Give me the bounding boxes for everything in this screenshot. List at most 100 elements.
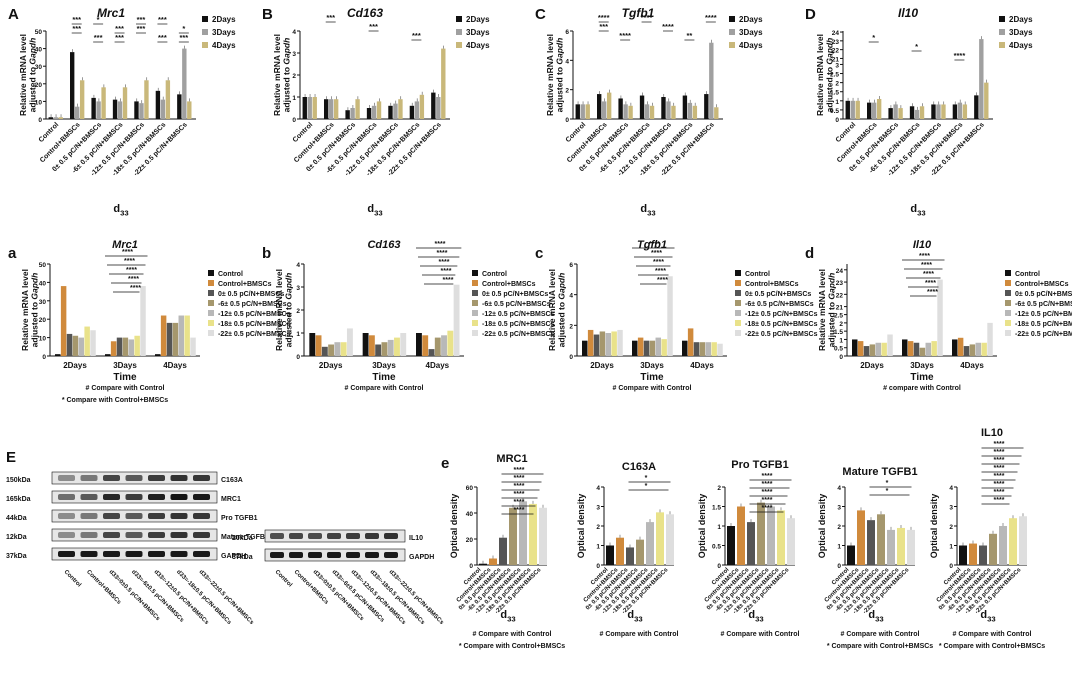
- bar-4days-3: [376, 101, 382, 119]
- bar-2days-3: [639, 95, 645, 119]
- lane-label: Control: [274, 569, 294, 589]
- bar-1-4: [655, 337, 662, 356]
- sig-mark: ****: [923, 271, 934, 278]
- panel-letter: b: [262, 245, 271, 262]
- y-axis-label: Optical density: [697, 494, 707, 559]
- y-axis-label-part: adjusted to: [827, 300, 837, 348]
- sig-mark: ****: [514, 491, 525, 498]
- sig-mark: *: [872, 33, 875, 42]
- bar-4days-3: [122, 87, 128, 119]
- sig-mark: ****: [657, 277, 668, 284]
- bar-4days-2: [355, 99, 360, 119]
- bar-4: [767, 506, 775, 565]
- y-tick-label: 0: [837, 563, 841, 570]
- bar-0-0: [309, 333, 316, 356]
- sig-mark: *: [886, 480, 889, 487]
- blot-name: Pro TGFB1: [221, 515, 258, 522]
- bar-3days-0: [53, 117, 58, 119]
- bar-1-4: [128, 339, 135, 356]
- y-axis-label-part: adjusted to: [555, 65, 565, 113]
- bar-0-5: [611, 331, 617, 356]
- y-axis-label-gapdh: Gapdh: [28, 38, 38, 65]
- y-axis-label: Optical density: [929, 494, 939, 559]
- bar-3days-5: [160, 99, 166, 119]
- sig-mark: ****: [994, 457, 1005, 464]
- bar-2-6: [987, 322, 993, 356]
- bar-2-5: [447, 330, 454, 356]
- bar-2-4: [975, 342, 982, 356]
- footnote: # Compare with Control: [613, 385, 692, 392]
- bar-4days-4: [941, 104, 946, 119]
- bar-3days-6: [436, 97, 441, 119]
- blot-kda: 150kDa: [6, 477, 31, 484]
- bar-1-3: [122, 337, 129, 356]
- x-axis-label: Time: [910, 372, 934, 383]
- y-tick-label: 2: [837, 524, 841, 531]
- bar-4days-2: [628, 105, 633, 119]
- y-tick-label: 3: [837, 505, 841, 512]
- legend-label: -6± 0.5 pC/N+BMSCs: [482, 301, 551, 308]
- y-tick-label: 0.5: [712, 544, 721, 551]
- x-tick-label: Control+BMSCs: [293, 121, 336, 164]
- bar-3days-1: [601, 101, 607, 119]
- y-tick-label: 0.5: [834, 346, 843, 353]
- legend-swatch: [472, 290, 478, 296]
- chart-title: Mrc1: [112, 239, 138, 251]
- y-tick-label: 2.5: [830, 72, 839, 79]
- y-tick-label: 0: [835, 117, 839, 124]
- legend-label: -6± 0.5 pC/N+BMSCs: [1015, 301, 1072, 308]
- bar-2: [747, 522, 755, 565]
- bar-1-5: [931, 341, 937, 356]
- legend-swatch: [1005, 290, 1011, 296]
- y-tick-label: 60: [466, 485, 474, 492]
- blot-band: [58, 551, 75, 557]
- x-axis-label-d: d: [113, 203, 120, 215]
- legend-label: 4Days: [739, 41, 763, 50]
- blot-name: GAPDH: [409, 554, 434, 561]
- x-axis-label: d33: [627, 609, 642, 623]
- legend-swatch: [735, 310, 741, 316]
- blot-kda: 165kDa: [6, 496, 31, 503]
- sig-mark: ****: [514, 467, 525, 474]
- panel-letter: B: [262, 6, 273, 23]
- y-tick-label: 0: [296, 354, 300, 361]
- x-axis-label-sub: 33: [755, 614, 764, 623]
- blot-band: [346, 552, 360, 558]
- sig-mark: ****: [514, 483, 525, 490]
- y-axis-label: Relative mRNA level: [815, 34, 825, 116]
- bar-4days-6: [714, 107, 719, 119]
- legend-label: Control+BMSCs: [218, 281, 272, 288]
- bar-4days-0: [312, 97, 317, 119]
- blot-name: IL10: [409, 535, 423, 542]
- sig-mark: ****: [443, 277, 454, 284]
- legend-label: -6± 0.5 pC/N+BMSCs: [745, 301, 814, 308]
- bar-3days-4: [393, 103, 398, 119]
- bar-2days-1: [597, 94, 602, 119]
- y-tick-label: 2: [596, 524, 600, 531]
- bar-2-6: [190, 337, 196, 356]
- bar-1-3: [649, 340, 656, 356]
- y-tick-label: 3: [835, 62, 839, 69]
- bar-6: [907, 529, 915, 565]
- y-tick-label: 4: [596, 485, 600, 492]
- legend-label: 4Days: [212, 41, 236, 50]
- blot-band: [308, 533, 322, 539]
- bar-0-1: [587, 329, 594, 356]
- bar-2-4: [441, 335, 447, 356]
- legend-label: -18± 0.5 pC/N+BMSCs: [482, 321, 555, 328]
- chart-title: Il10: [898, 6, 918, 20]
- y-tick-label: 1: [835, 99, 839, 106]
- panel-letter: d: [805, 245, 814, 262]
- y-axis-label: adjusted to Gapdh: [282, 38, 292, 113]
- bar-0-0: [582, 340, 588, 356]
- y-tick-label: 1: [292, 95, 296, 102]
- y-axis-label: Relative mRNA level: [545, 34, 555, 116]
- bar-1-5: [661, 339, 667, 356]
- y-tick-label: 3: [292, 51, 296, 58]
- legend-swatch: [729, 29, 735, 35]
- legend-swatch: [472, 280, 478, 286]
- bar-1-2: [116, 337, 123, 356]
